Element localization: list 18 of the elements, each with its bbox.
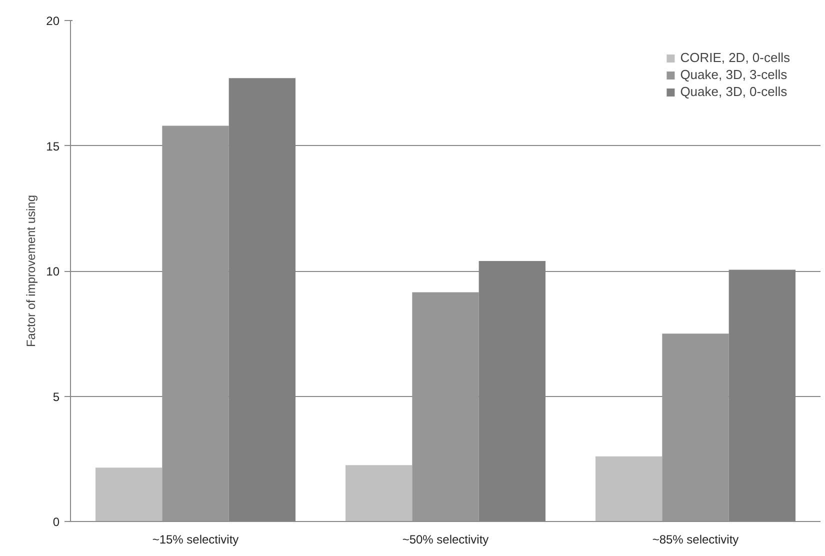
y-tick-label: 20 — [46, 14, 60, 28]
bar — [596, 456, 662, 522]
bar — [412, 292, 479, 522]
y-tick-label: 10 — [46, 264, 60, 278]
y-tick-label: 15 — [46, 139, 60, 154]
legend-label: Quake, 3D, 0-cells — [680, 84, 788, 99]
bar — [346, 465, 412, 522]
bar — [162, 126, 229, 522]
x-tick-label: ~85% selectivity — [652, 532, 739, 546]
x-tick-label: ~15% selectivity — [152, 532, 239, 546]
bar — [662, 334, 729, 522]
y-tick-label: 5 — [52, 390, 60, 404]
y-axis-title: Factor of improvement using — [24, 194, 38, 348]
y-tick-label: 0 — [52, 515, 60, 529]
bar — [96, 468, 162, 522]
legend-label: Quake, 3D, 3-cells — [680, 67, 788, 82]
legend-label: CORIE, 2D, 0-cells — [680, 50, 790, 65]
x-tick-label: ~50% selectivity — [402, 532, 489, 546]
